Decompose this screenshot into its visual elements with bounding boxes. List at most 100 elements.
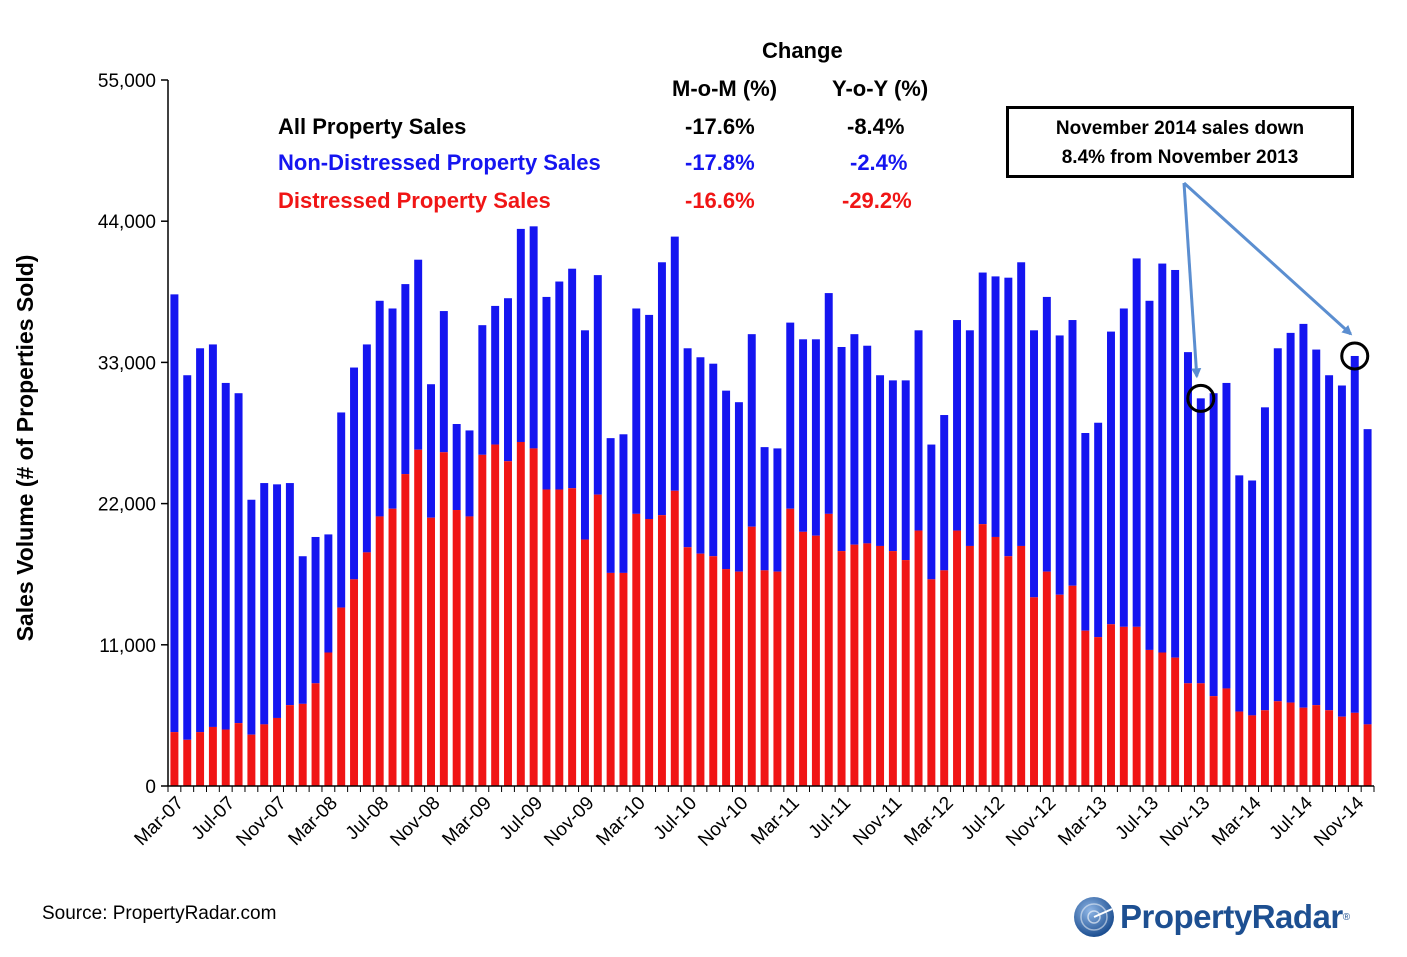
bar-distressed xyxy=(1325,710,1334,786)
bar-non-distressed xyxy=(747,334,756,527)
bar-non-distressed xyxy=(824,293,833,514)
callout-line-2: 8.4% from November 2013 xyxy=(1061,147,1299,168)
row-nondistressed-yoy: -2.4% xyxy=(850,150,908,175)
annotation-callout: November 2014 sales down 8.4% from Novem… xyxy=(1006,106,1354,178)
bar-non-distressed xyxy=(1286,332,1295,703)
x-tick-label: Nov-11 xyxy=(849,793,906,850)
bar-distressed xyxy=(555,489,564,786)
bar-distressed xyxy=(1145,649,1154,786)
row-distressed-yoy: -29.2% xyxy=(842,188,912,213)
bar-distressed xyxy=(1209,696,1218,786)
bar-distressed xyxy=(350,579,359,786)
bar-non-distressed xyxy=(1222,382,1231,689)
bar-distressed xyxy=(362,552,371,786)
bar-distressed xyxy=(914,530,923,786)
bar-distressed xyxy=(580,539,589,786)
bar-non-distressed xyxy=(1004,277,1013,557)
bar-distressed xyxy=(619,572,628,786)
bar-non-distressed xyxy=(1209,393,1218,697)
annotation-arrow xyxy=(1182,181,1353,336)
y-tick-label: 55,000 xyxy=(98,71,156,92)
bar-distressed xyxy=(940,570,949,786)
x-tick-label: Mar-12 xyxy=(900,793,957,850)
bar-non-distressed xyxy=(247,499,256,735)
bar-non-distressed xyxy=(670,236,679,491)
y-axis: 0 11,000 22,000 33,000 44,000 55,000 xyxy=(98,71,169,798)
bar-distressed xyxy=(786,508,795,786)
bar-distressed xyxy=(1055,594,1064,786)
row-distressed-label: Distressed Property Sales xyxy=(278,188,551,213)
x-tick-label: Nov-10 xyxy=(694,793,752,851)
bar-non-distressed xyxy=(491,305,500,445)
bars xyxy=(170,226,1372,786)
bar-non-distressed xyxy=(773,448,782,572)
bar-distressed xyxy=(375,516,384,786)
bar-distressed xyxy=(273,717,282,786)
bar-non-distressed xyxy=(1299,323,1308,708)
bar-distressed xyxy=(593,494,602,786)
radar-globe-icon xyxy=(1074,897,1114,937)
bar-non-distressed xyxy=(208,344,217,727)
bar-distressed xyxy=(1222,688,1231,786)
x-tick-label: Mar-09 xyxy=(438,793,495,850)
bar-distressed xyxy=(208,726,217,786)
bar-non-distressed xyxy=(1350,355,1359,713)
bar-distressed xyxy=(876,545,885,786)
bar-non-distressed xyxy=(170,294,179,733)
bar-distressed xyxy=(632,513,641,786)
bar-non-distressed xyxy=(388,308,397,509)
bar-non-distressed xyxy=(901,380,910,561)
bar-non-distressed xyxy=(837,346,846,552)
bar-distressed xyxy=(388,508,397,786)
bar-non-distressed xyxy=(965,330,974,546)
bar-distressed xyxy=(439,452,448,786)
bar-non-distressed xyxy=(914,330,923,531)
highlight-circle xyxy=(1186,383,1216,413)
bar-non-distressed xyxy=(1081,433,1090,631)
bar-distressed xyxy=(747,526,756,786)
bar-distressed xyxy=(1363,724,1372,786)
bar-distressed xyxy=(260,724,269,786)
change-header: Change xyxy=(762,38,843,63)
x-tick-label: Mar-11 xyxy=(747,793,803,849)
x-tick-label: Nov-12 xyxy=(1002,793,1060,851)
y-tick-label: 22,000 xyxy=(98,495,156,516)
x-tick-label: Mar-08 xyxy=(284,793,341,850)
y-tick-label: 44,000 xyxy=(98,212,156,233)
bar-non-distressed xyxy=(529,226,538,449)
bar-distressed xyxy=(234,723,243,786)
bar-distressed xyxy=(1094,637,1103,786)
bar-distressed xyxy=(683,547,692,786)
bar-distressed xyxy=(1017,545,1026,786)
row-nondistressed-label: Non-Distressed Property Sales xyxy=(278,150,601,175)
bar-distressed xyxy=(722,569,731,786)
bar-distressed xyxy=(1081,630,1090,786)
bar-distressed xyxy=(811,535,820,786)
bar-distressed xyxy=(1158,652,1167,786)
bar-non-distressed xyxy=(568,268,577,489)
bar-non-distressed xyxy=(427,384,435,518)
bar-non-distressed xyxy=(1337,385,1346,717)
bar-non-distressed xyxy=(285,483,294,706)
x-tick-label: Nov-07 xyxy=(232,793,290,851)
bar-distressed xyxy=(529,448,538,786)
bar-distressed xyxy=(734,571,743,786)
row-all-yoy: -8.4% xyxy=(847,114,905,139)
bar-distressed xyxy=(863,543,872,786)
bar-distressed xyxy=(760,570,769,786)
row-distressed-mom: -16.6% xyxy=(685,188,755,213)
bar-distressed xyxy=(516,441,525,786)
bar-distressed xyxy=(1042,571,1051,786)
y-tick-label: 33,000 xyxy=(98,353,156,374)
bar-non-distressed xyxy=(593,275,602,495)
x-tick-label: Nov-09 xyxy=(540,793,598,851)
logo-trademark: ® xyxy=(1342,911,1351,923)
bar-non-distressed xyxy=(1260,407,1269,711)
bar-non-distressed xyxy=(1042,296,1051,572)
bar-distressed xyxy=(221,729,230,786)
bar-distressed xyxy=(542,489,551,786)
bar-distressed xyxy=(978,524,987,786)
logo: PropertyRadar ® xyxy=(1072,895,1350,939)
